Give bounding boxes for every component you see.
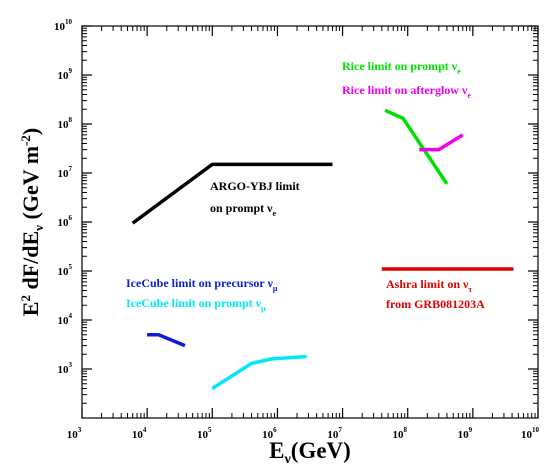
series-line-argo: [131, 162, 333, 225]
x-tick-label: 106: [262, 426, 277, 441]
series-label-argo: on prompt νe: [210, 201, 277, 218]
series-label-icecube-precursor: IceCube limit on precursor νμ: [126, 276, 278, 293]
y-axis-label: E2 dF/dEν (GeV m-2): [18, 128, 46, 316]
series-label-argo: ARGO-YBJ limit: [210, 179, 300, 193]
x-tick-label: 1010: [521, 426, 540, 441]
y-axis-ticks: 103 104 105 106 107 108 109 1010: [54, 18, 538, 404]
y-tick-label: 105: [58, 263, 73, 278]
series-label-ashra: from GRB081203A: [386, 297, 485, 311]
x-tick-label: 107: [327, 426, 342, 441]
y-tick-label: 104: [58, 312, 73, 327]
y-tick-label: 109: [58, 67, 73, 82]
y-tick-label: 107: [58, 165, 73, 180]
x-axis-ticks: 103 104 105 106 107 108 109 1010: [67, 26, 540, 441]
series-lines: [131, 108, 514, 390]
series-line-icecube-precursor: [147, 333, 186, 348]
series-label-rice-prompt: Rice limit on prompt νe: [342, 59, 461, 76]
series-line-rice-afterglow: [419, 133, 464, 152]
x-tick-label: 109: [458, 426, 473, 441]
y-tick-label: 108: [58, 116, 73, 131]
x-axis-label: Eν(GeV): [269, 438, 351, 467]
x-tick-label: 108: [392, 426, 407, 441]
series-label-rice-afterglow: Rice limit on afterglow νe: [342, 83, 471, 100]
y-tick-label: 106: [58, 214, 73, 229]
x-tick-label: 103: [67, 426, 82, 441]
series-line-icecube-prompt: [211, 354, 307, 390]
y-tick-label: 1010: [54, 18, 73, 33]
series-labels: ARGO-YBJ limit on prompt νe IceCube limit …: [126, 59, 485, 313]
y-tick-label: 103: [58, 361, 73, 376]
series-label-icecube-prompt: IceCube limit on prompt νμ: [126, 296, 266, 313]
x-tick-label: 105: [197, 426, 212, 441]
x-tick-label: 104: [132, 426, 147, 441]
series-line-rice-prompt: [384, 108, 449, 185]
series-label-ashra: Ashra limit on ντ: [386, 277, 472, 294]
